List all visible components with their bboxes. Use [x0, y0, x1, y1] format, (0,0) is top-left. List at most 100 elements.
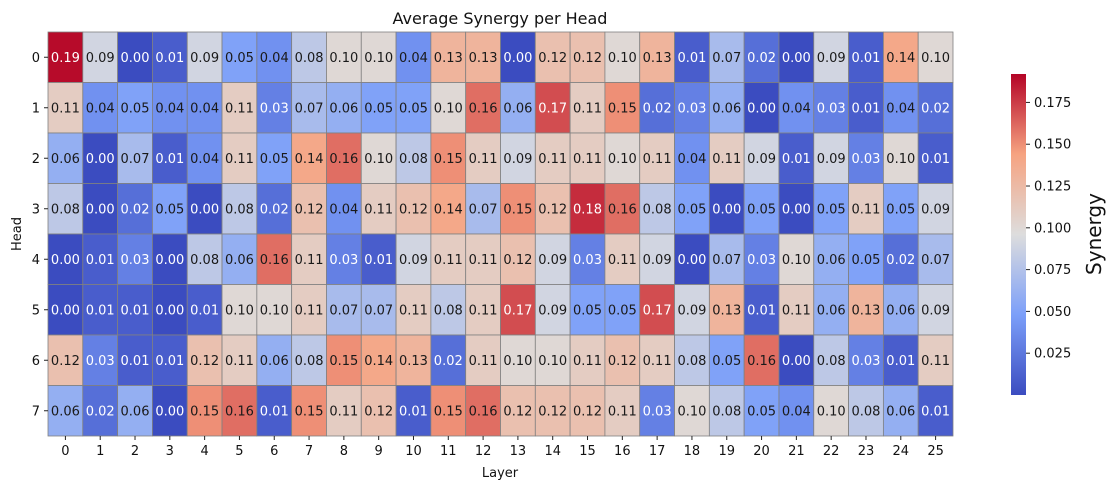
heatmap-cell: [604, 132, 641, 184]
heatmap-cell: [674, 233, 710, 285]
heatmap-cell: [47, 385, 84, 437]
cell-value-label: 0.15: [190, 404, 219, 419]
cell-value-label: 0.11: [295, 253, 324, 268]
cell-value-label: 0.09: [190, 51, 219, 66]
cell-value-label: 0.00: [51, 253, 80, 268]
heatmap-cell: [848, 183, 884, 235]
cell-value-label: 0.07: [712, 51, 741, 66]
heatmap-cell: [152, 183, 188, 235]
cell-value-label: 0.01: [155, 354, 184, 369]
heatmap-cell: [743, 183, 780, 235]
cell-value-label: 0.02: [747, 51, 776, 66]
cell-value-label: 0.08: [677, 354, 706, 369]
heatmap-cell: [221, 385, 258, 437]
cell-value-label: 0.10: [364, 51, 393, 66]
y-tick-label: 4: [32, 253, 40, 268]
cell-value-label: 0.01: [121, 303, 150, 318]
cell-value-label: 0.11: [329, 404, 358, 419]
cell-value-label: 0.19: [51, 51, 80, 66]
cell-value-label: 0.09: [817, 51, 846, 66]
heatmap-cell: [291, 233, 327, 285]
heatmap-cell: [778, 132, 815, 184]
heatmap-cell: [882, 233, 919, 285]
cell-value-label: 0.05: [712, 354, 741, 369]
cell-value-label: 0.08: [190, 253, 219, 268]
heatmap-cell: [117, 132, 153, 184]
heatmap-cell: [813, 132, 849, 184]
heatmap-cell: [882, 385, 919, 437]
cell-value-label: 0.11: [364, 202, 393, 217]
heatmap-cell: [326, 183, 362, 235]
heatmap-cell: [430, 385, 467, 437]
cell-value-label: 0.11: [921, 354, 950, 369]
heatmap-cell: [569, 284, 606, 336]
cell-value-label: 0.14: [886, 51, 915, 66]
cell-value-label: 0.11: [434, 253, 463, 268]
heatmap-cell: [465, 284, 501, 336]
heatmap-cell: [778, 82, 815, 134]
heatmap-cell: [813, 31, 849, 83]
heatmap-cell: [708, 31, 745, 83]
cell-value-label: 0.08: [643, 202, 672, 217]
x-tick-label: 21: [788, 444, 805, 459]
heatmap-cell: [395, 82, 432, 134]
cell-value-label: 0.05: [155, 202, 184, 217]
heatmap-cell: [882, 132, 919, 184]
cell-value-label: 0.09: [921, 303, 950, 318]
heatmap-cell: [778, 284, 815, 336]
heatmap-cell: [569, 233, 606, 285]
cell-value-label: 0.13: [712, 303, 741, 318]
cell-value-label: 0.17: [503, 303, 532, 318]
cell-value-label: 0.10: [503, 354, 532, 369]
heatmap-cell: [500, 385, 536, 437]
x-tick-label: 22: [823, 444, 840, 459]
heatmap-cell: [152, 233, 188, 285]
cell-value-label: 0.00: [155, 253, 184, 268]
heatmap-cell: [708, 284, 745, 336]
cell-value-label: 0.02: [643, 101, 672, 116]
cell-value-label: 0.01: [86, 303, 115, 318]
heatmap-cell: [152, 284, 188, 336]
cell-value-label: 0.05: [677, 202, 706, 217]
cell-value-label: 0.08: [852, 404, 881, 419]
heatmap-cell: [500, 31, 536, 83]
heatmap-cell: [326, 284, 362, 336]
cell-value-label: 0.02: [86, 404, 115, 419]
cell-value-label: 0.01: [782, 152, 811, 167]
heatmap-cell: [360, 82, 397, 134]
cell-value-label: 0.01: [852, 51, 881, 66]
cell-value-label: 0.15: [295, 404, 324, 419]
heatmap-cell: [82, 284, 119, 336]
cell-value-label: 0.06: [817, 303, 846, 318]
cell-value-label: 0.04: [190, 101, 219, 116]
cell-value-label: 0.05: [747, 404, 776, 419]
cell-value-label: 0.12: [573, 404, 602, 419]
cell-value-label: 0.05: [747, 202, 776, 217]
heatmap-cell: [778, 31, 815, 83]
heatmap-cell: [117, 183, 153, 235]
heatmap-cell: [708, 183, 745, 235]
heatmap-cell: [708, 82, 745, 134]
cell-value-label: 0.02: [260, 202, 289, 217]
cell-value-label: 0.06: [51, 404, 80, 419]
cell-value-label: 0.03: [643, 404, 672, 419]
cell-value-label: 0.12: [538, 51, 567, 66]
cell-value-label: 0.09: [538, 303, 567, 318]
cell-value-label: 0.09: [817, 152, 846, 167]
heatmap-cell: [47, 31, 84, 83]
cell-value-label: 0.01: [121, 354, 150, 369]
cell-value-label: 0.06: [225, 253, 254, 268]
cell-value-label: 0.14: [364, 354, 393, 369]
heatmap-cell: [743, 82, 780, 134]
cell-value-label: 0.09: [503, 152, 532, 167]
colorbar: 0.025 0.050 0.075 0.100 0.125 0.150 0.175 Syne…: [1011, 74, 1106, 395]
cell-value-label: 0.01: [399, 404, 428, 419]
cell-value-label: 0.00: [155, 404, 184, 419]
cell-value-label: 0.08: [712, 404, 741, 419]
cell-value-label: 0.00: [121, 51, 150, 66]
heatmap-cell: [917, 183, 954, 235]
cell-value-label: 0.10: [260, 303, 289, 318]
x-tick-label: 11: [440, 444, 457, 459]
heatmap-cell: [639, 183, 675, 235]
heatmap-cell: [47, 334, 84, 386]
